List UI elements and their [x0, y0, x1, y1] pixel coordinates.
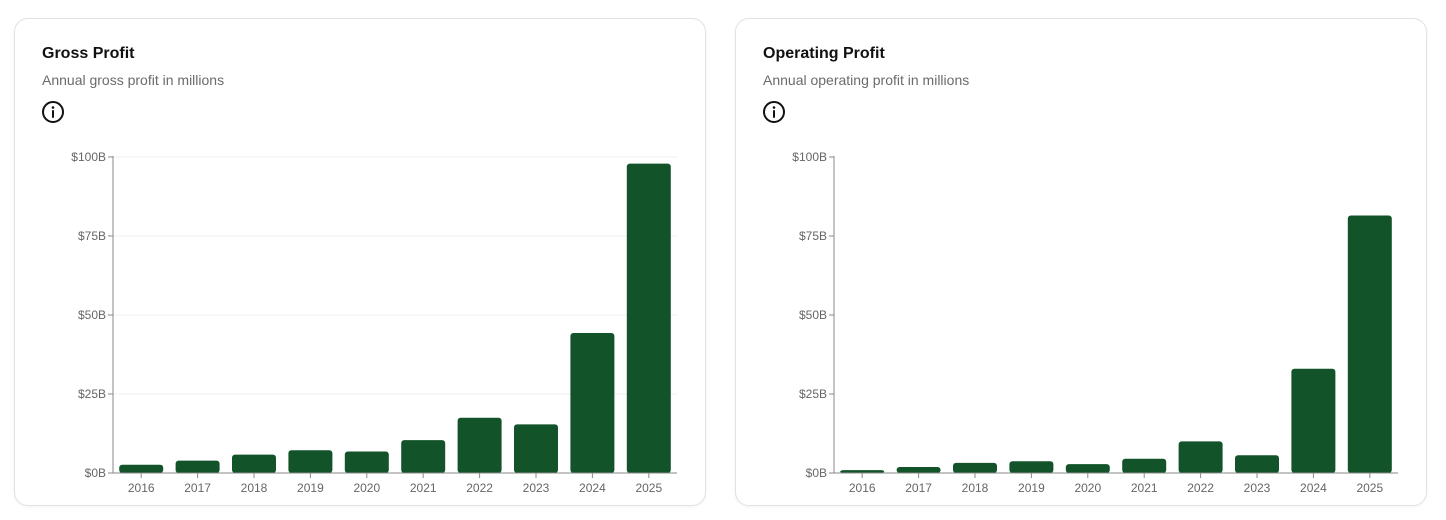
bar-2025	[626, 163, 671, 474]
bar-2021	[401, 440, 446, 473]
bar-2019	[1009, 461, 1054, 473]
bar-2018	[232, 454, 276, 473]
y-tick-label: $0B	[806, 466, 827, 480]
card-title: Gross Profit	[42, 45, 135, 62]
bar-2023	[514, 424, 558, 473]
x-tick-label: 2022	[466, 481, 493, 495]
y-tick-label: $25B	[78, 387, 106, 401]
y-tick-label: $0B	[85, 466, 106, 480]
gross-profit-bar-chart: $0B $25B $50B $75B $100B 2016 2017 2018 2019 2020…	[71, 150, 677, 495]
y-tick-label: $75B	[799, 229, 827, 243]
y-tick-label: $25B	[799, 387, 827, 401]
y-tick-label: $100B	[792, 150, 827, 164]
bar-2025	[1347, 215, 1392, 473]
bar-2018	[953, 462, 997, 473]
x-tick-label: 2020	[1074, 481, 1101, 495]
operating-profit-card: Operating Profit Annual operating profit…	[735, 18, 1427, 506]
x-tick-label: 2018	[962, 481, 989, 495]
x-tick-label: 2017	[905, 481, 932, 495]
x-tick-label: 2023	[1244, 481, 1271, 495]
info-icon[interactable]	[762, 100, 786, 124]
y-tick-label: $50B	[78, 308, 106, 322]
bar-2022	[1178, 441, 1223, 473]
x-tick-label: 2025	[1356, 481, 1383, 495]
bar-2016	[119, 464, 164, 473]
bar-2020	[1065, 464, 1110, 473]
x-tick-label: 2016	[849, 481, 876, 495]
bar-2021	[1122, 458, 1167, 473]
x-tick-label: 2024	[579, 481, 606, 495]
x-tick-label: 2016	[128, 481, 155, 495]
card-title: Operating Profit	[763, 45, 885, 62]
x-tick-label: 2024	[1300, 481, 1327, 495]
info-icon[interactable]	[41, 100, 65, 124]
x-tick-label: 2022	[1187, 481, 1214, 495]
x-tick-label: 2025	[635, 481, 662, 495]
y-tick-label: $75B	[78, 229, 106, 243]
x-tick-label: 2019	[297, 481, 324, 495]
bar-2024	[1291, 368, 1336, 473]
card-subtitle: Annual operating profit in millions	[763, 72, 970, 88]
card-subtitle: Annual gross profit in millions	[42, 72, 225, 88]
y-tick-label: $100B	[71, 150, 106, 164]
bar-2023	[1235, 455, 1279, 473]
bar-2024	[570, 333, 615, 473]
gross-profit-card: Gross Profit Annual gross profit in mill…	[14, 18, 706, 506]
y-tick-label: $50B	[799, 308, 827, 322]
operating-profit-bar-chart: $0B $25B $50B $75B $100B 2016 2017 2018 2019 2020…	[792, 150, 1398, 495]
x-tick-label: 2019	[1018, 481, 1045, 495]
bar-2017	[175, 460, 220, 473]
x-tick-label: 2021	[1131, 481, 1158, 495]
x-tick-label: 2023	[523, 481, 550, 495]
bar-2019	[288, 450, 333, 473]
x-tick-label: 2017	[184, 481, 211, 495]
bar-2020	[344, 451, 389, 473]
bar-2017	[896, 466, 941, 473]
x-tick-label: 2020	[353, 481, 380, 495]
bar-2022	[457, 417, 502, 473]
x-tick-label: 2021	[410, 481, 437, 495]
bar-2016	[840, 470, 885, 473]
x-tick-label: 2018	[241, 481, 268, 495]
